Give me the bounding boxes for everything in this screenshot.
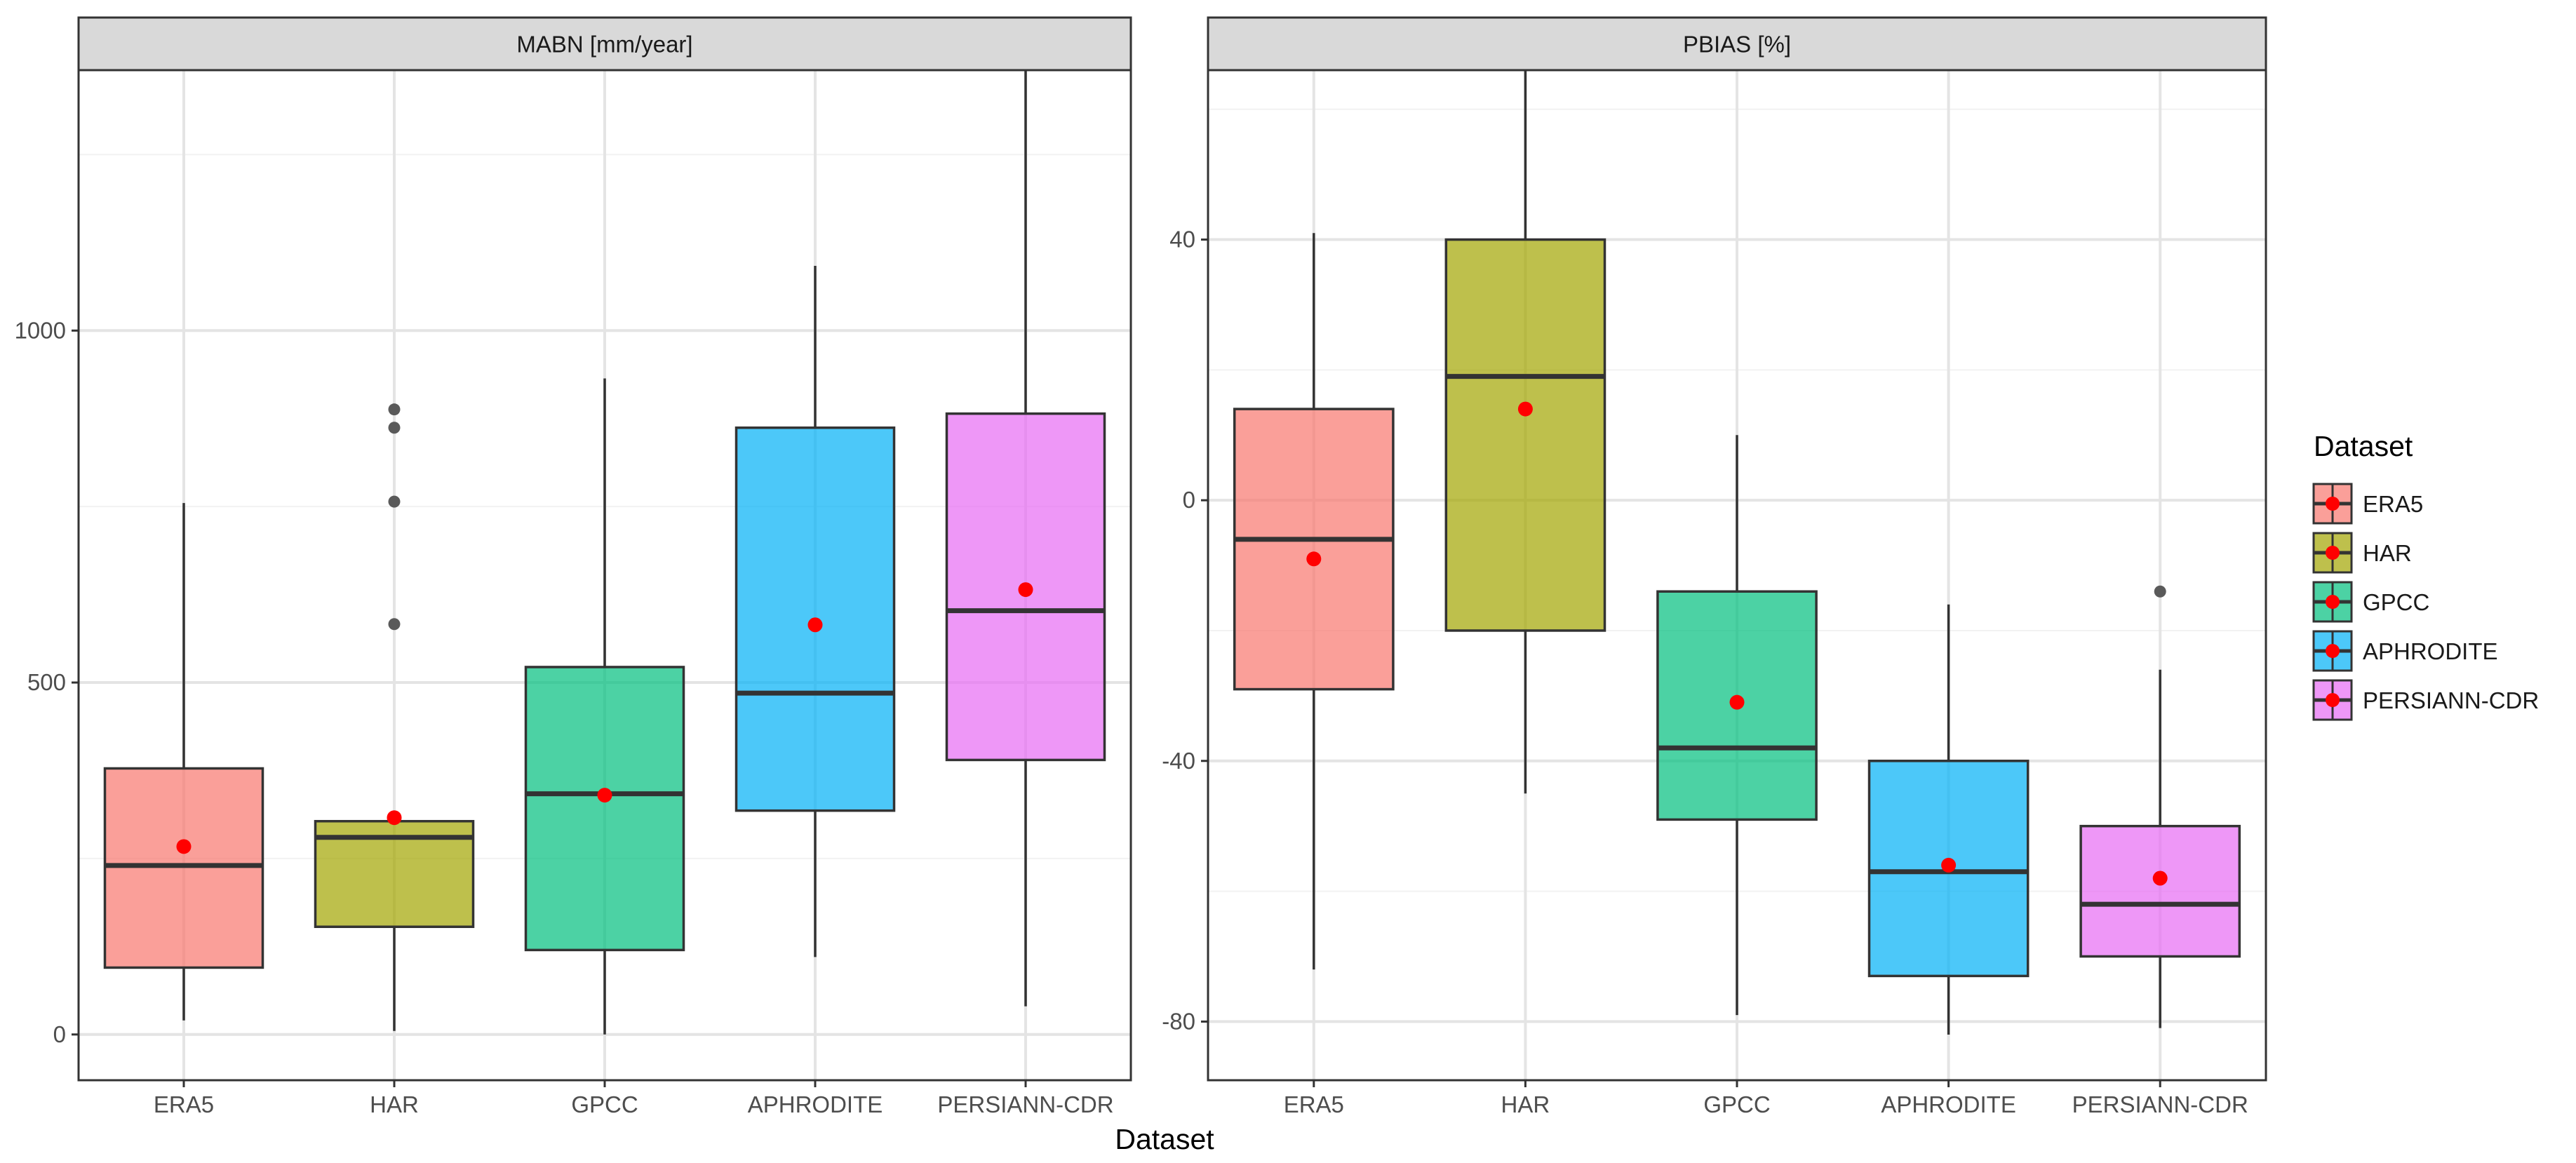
iqr-box xyxy=(524,666,685,952)
x-tick-label: PERSIANN-CDR xyxy=(937,1091,1113,1117)
y-tick-label: -80 xyxy=(1162,1008,1195,1034)
legend-label: HAR xyxy=(2363,540,2412,566)
iqr-box xyxy=(2079,824,2241,958)
legend-entry-era5: ERA5 xyxy=(2312,483,2423,525)
y-axis: -80 -40 0 40 xyxy=(1162,227,1208,1034)
x-axis: ERA5 HAR GPCC APHRODITE PERSIANN-CDR xyxy=(154,1080,1114,1117)
x-tick-label: APHRODITE xyxy=(1881,1091,2016,1117)
outlier-point xyxy=(388,618,401,631)
mean-marker xyxy=(1306,551,1322,567)
panel-pbias: PBIAS [%] -80 -40 0 40 ERA5 HAR GPCC APHRODITE… xyxy=(1162,16,2267,1117)
y-tick-label: 0 xyxy=(1183,487,1195,513)
legend-title: Dataset xyxy=(2314,430,2413,462)
box-persiann-cdr xyxy=(2079,585,2241,1028)
facet-title: MABN [mm/year] xyxy=(516,32,692,58)
x-tick-label: HAR xyxy=(370,1091,419,1117)
mean-marker xyxy=(597,788,612,803)
iqr-box xyxy=(1233,408,1395,691)
legend-label: APHRODITE xyxy=(2363,638,2498,664)
box-gpcc xyxy=(524,378,685,1035)
x-axis-title: Dataset xyxy=(1115,1123,1214,1155)
facet-strip xyxy=(77,16,1132,72)
legend-key-mean xyxy=(2326,693,2340,707)
legend-label: PERSIANN-CDR xyxy=(2363,687,2539,713)
y-tick-label: 0 xyxy=(53,1021,66,1047)
mean-marker xyxy=(176,839,192,854)
outlier-point xyxy=(2154,585,2166,598)
outlier-point xyxy=(388,495,401,508)
box-aphrodite xyxy=(1867,604,2030,1035)
legend-key-mean xyxy=(2326,644,2340,658)
y-tick-label: 40 xyxy=(1169,227,1195,253)
legend-entry-persiann-cdr: PERSIANN-CDR xyxy=(2312,679,2539,721)
box-har xyxy=(314,403,475,1031)
x-tick-label: GPCC xyxy=(571,1091,638,1117)
outlier-point xyxy=(388,422,401,434)
legend-entry-gpcc: GPCC xyxy=(2312,581,2429,623)
mean-marker xyxy=(807,617,823,633)
facet-strip xyxy=(1207,16,2267,72)
x-tick-label: ERA5 xyxy=(1284,1091,1344,1117)
y-tick-label: 1000 xyxy=(15,317,66,343)
y-tick-label: 500 xyxy=(27,669,66,695)
legend-label: GPCC xyxy=(2363,589,2429,615)
legend-key-mean xyxy=(2326,497,2340,511)
x-tick-label: APHRODITE xyxy=(748,1091,883,1117)
legend-key-mean xyxy=(2326,546,2340,560)
box-era5 xyxy=(103,503,264,1021)
x-tick-label: ERA5 xyxy=(154,1091,214,1117)
box-marks xyxy=(103,70,1106,1035)
legend-entries: ERA5 HAR GPCC APHRODITE PERSIANN-CDR xyxy=(2312,483,2539,721)
mean-marker xyxy=(1941,857,1957,873)
mean-marker xyxy=(387,810,402,826)
legend: Dataset ERA5 HAR GPCC APHRODITE PERSIANN-CDR xyxy=(2312,430,2539,721)
x-tick-label: PERSIANN-CDR xyxy=(2072,1091,2248,1117)
box-gpcc xyxy=(1656,435,1818,1016)
mean-marker xyxy=(2152,870,2168,886)
panel-mabn: MABN [mm/year] 0 500 1000 ERA5 HAR GPCC APHRO… xyxy=(15,16,1132,1117)
legend-key-mean xyxy=(2326,595,2340,609)
mean-marker xyxy=(1018,582,1033,598)
box-marks xyxy=(1233,70,2241,1035)
y-axis: 0 500 1000 xyxy=(15,317,79,1047)
iqr-box xyxy=(1444,238,1606,632)
outlier-point xyxy=(388,403,401,416)
iqr-box xyxy=(103,767,264,969)
box-aphrodite xyxy=(734,265,896,957)
mean-marker xyxy=(1517,401,1533,417)
box-persiann-cdr xyxy=(945,70,1106,1007)
box-har xyxy=(1444,70,1606,794)
mean-marker xyxy=(1729,694,1745,710)
box-era5 xyxy=(1233,233,1395,970)
legend-entry-har: HAR xyxy=(2312,532,2412,574)
x-tick-label: GPCC xyxy=(1703,1091,1770,1117)
y-tick-label: -40 xyxy=(1162,748,1195,774)
x-tick-label: HAR xyxy=(1501,1091,1550,1117)
facet-title: PBIAS [%] xyxy=(1683,32,1791,58)
x-axis: ERA5 HAR GPCC APHRODITE PERSIANN-CDR xyxy=(1284,1080,2248,1117)
legend-entry-aphrodite: APHRODITE xyxy=(2312,630,2498,672)
legend-label: ERA5 xyxy=(2363,491,2423,517)
